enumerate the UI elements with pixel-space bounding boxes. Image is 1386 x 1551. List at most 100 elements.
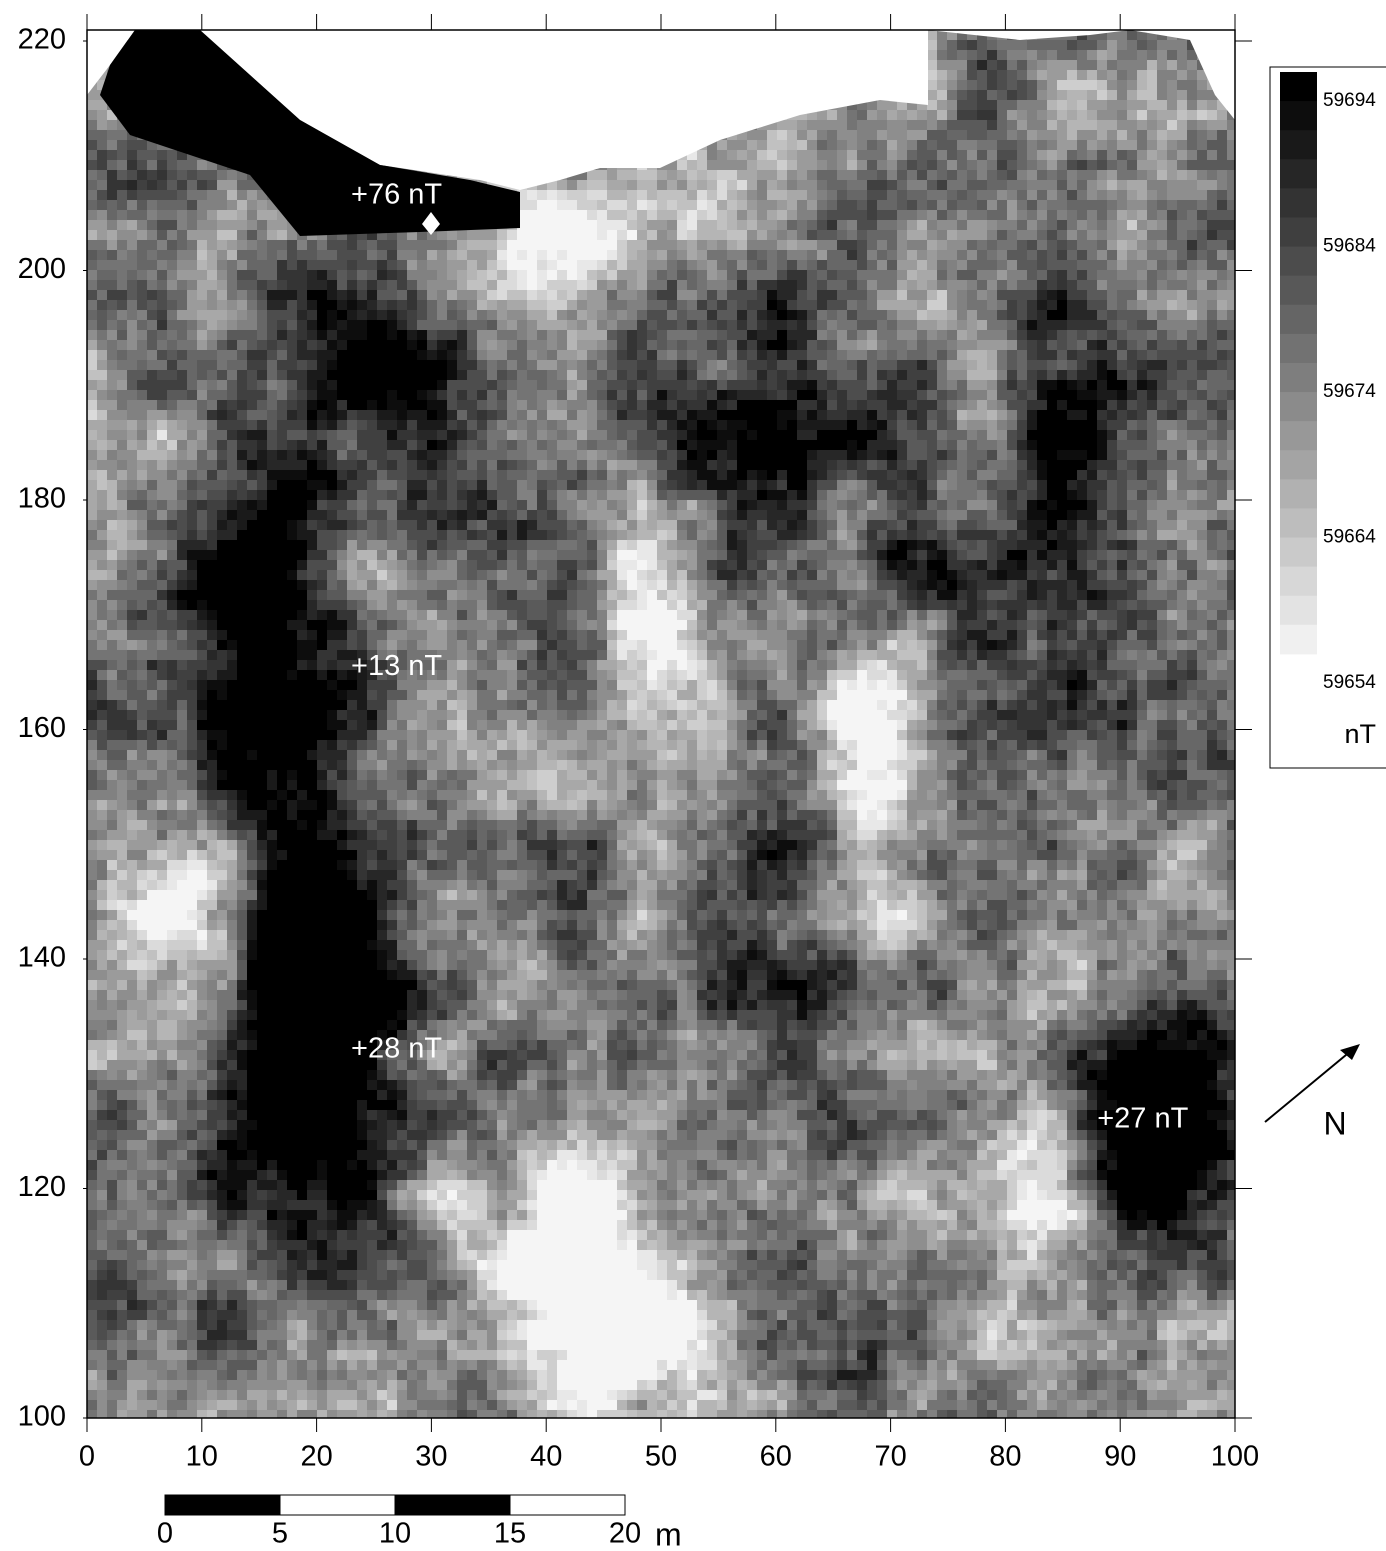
texture-cell bbox=[237, 450, 248, 461]
texture-cell bbox=[467, 420, 478, 431]
texture-cell bbox=[247, 290, 258, 301]
texture-cell bbox=[1037, 370, 1048, 381]
texture-cell bbox=[987, 90, 998, 101]
texture-cell bbox=[147, 290, 158, 301]
texture-cell bbox=[787, 400, 798, 411]
texture-cell bbox=[147, 190, 158, 201]
texture-cell bbox=[107, 290, 118, 301]
texture-cell bbox=[907, 200, 918, 211]
texture-cell bbox=[1067, 100, 1078, 111]
texture-cell bbox=[867, 340, 878, 351]
texture-cell bbox=[187, 180, 198, 191]
texture-cell bbox=[807, 380, 818, 391]
texture-cell bbox=[967, 390, 978, 401]
texture-cell bbox=[127, 400, 138, 411]
texture-cell bbox=[1207, 180, 1218, 191]
texture-cell bbox=[857, 320, 868, 331]
texture-cell bbox=[1067, 160, 1078, 171]
texture-cell bbox=[697, 200, 708, 211]
texture-cell bbox=[987, 320, 998, 331]
texture-cell bbox=[787, 240, 798, 251]
texture-cell bbox=[1047, 430, 1058, 441]
texture-cell bbox=[437, 270, 448, 281]
texture-cell bbox=[637, 450, 648, 461]
texture-cell bbox=[987, 250, 998, 261]
texture-cell bbox=[187, 370, 198, 381]
texture-cell bbox=[627, 320, 638, 331]
texture-cell bbox=[1007, 420, 1018, 431]
texture-cell bbox=[1077, 100, 1088, 111]
texture-cell bbox=[577, 260, 588, 271]
texture-cell bbox=[117, 230, 128, 241]
texture-cell bbox=[137, 440, 148, 451]
texture-cell bbox=[767, 380, 778, 391]
texture-cell bbox=[1007, 370, 1018, 381]
texture-cell bbox=[557, 430, 568, 441]
texture-cell bbox=[287, 260, 298, 271]
texture-cell bbox=[937, 360, 948, 371]
texture-cell bbox=[647, 290, 658, 301]
texture-cell bbox=[777, 290, 788, 301]
texture-cell bbox=[727, 150, 738, 161]
texture-cell bbox=[97, 320, 108, 331]
texture-cell bbox=[1207, 330, 1218, 341]
texture-cell bbox=[1157, 60, 1168, 71]
texture-cell bbox=[457, 300, 468, 311]
texture-cell bbox=[747, 340, 758, 351]
texture-cell bbox=[937, 200, 948, 211]
texture-cell bbox=[287, 380, 298, 391]
texture-cell bbox=[1057, 380, 1068, 391]
texture-cell bbox=[847, 120, 858, 131]
texture-cell bbox=[1167, 100, 1178, 111]
texture-cell bbox=[327, 440, 338, 451]
texture-cell bbox=[157, 370, 168, 381]
texture-cell bbox=[1077, 140, 1088, 151]
texture-cell bbox=[607, 180, 618, 191]
texture-cell bbox=[1017, 380, 1028, 391]
texture-cell bbox=[177, 440, 188, 451]
texture-cell bbox=[517, 310, 528, 321]
texture-cell bbox=[917, 290, 928, 301]
texture-cell bbox=[627, 350, 638, 361]
texture-cell bbox=[87, 210, 98, 221]
texture-cell bbox=[907, 450, 918, 461]
texture-cell bbox=[1157, 370, 1168, 381]
texture-cell bbox=[967, 140, 978, 151]
texture-cell bbox=[957, 330, 968, 341]
texture-cell bbox=[757, 290, 768, 301]
texture-cell bbox=[577, 410, 588, 421]
texture-cell bbox=[257, 430, 268, 441]
texture-cell bbox=[307, 430, 318, 441]
texture-cell bbox=[1017, 390, 1028, 401]
texture-cell bbox=[1007, 350, 1018, 361]
texture-cell bbox=[797, 300, 808, 311]
texture-cell bbox=[1047, 280, 1058, 291]
texture-cell bbox=[477, 350, 488, 361]
texture-cell bbox=[1177, 390, 1188, 401]
texture-cell bbox=[1207, 350, 1218, 361]
texture-cell bbox=[1107, 100, 1118, 111]
texture-cell bbox=[1067, 110, 1078, 121]
texture-cell bbox=[1197, 400, 1208, 411]
texture-cell bbox=[357, 410, 368, 421]
texture-cell bbox=[547, 280, 558, 291]
texture-cell bbox=[1137, 260, 1148, 271]
texture-cell bbox=[1007, 100, 1018, 111]
texture-cell bbox=[227, 380, 238, 391]
texture-cell bbox=[707, 380, 718, 391]
texture-cell bbox=[617, 430, 628, 441]
texture-cell bbox=[147, 270, 158, 281]
texture-cell bbox=[947, 180, 958, 191]
texture-cell bbox=[747, 240, 758, 251]
texture-cell bbox=[727, 380, 738, 391]
texture-cell bbox=[137, 220, 148, 231]
texture-cell bbox=[887, 320, 898, 331]
texture-cell bbox=[507, 340, 518, 351]
texture-cell bbox=[467, 380, 478, 391]
texture-cell bbox=[1097, 360, 1108, 371]
texture-cell bbox=[457, 380, 468, 391]
texture-cell bbox=[1057, 130, 1068, 141]
texture-cell bbox=[647, 240, 658, 251]
texture-cell bbox=[1137, 440, 1148, 451]
texture-cell bbox=[147, 350, 158, 361]
